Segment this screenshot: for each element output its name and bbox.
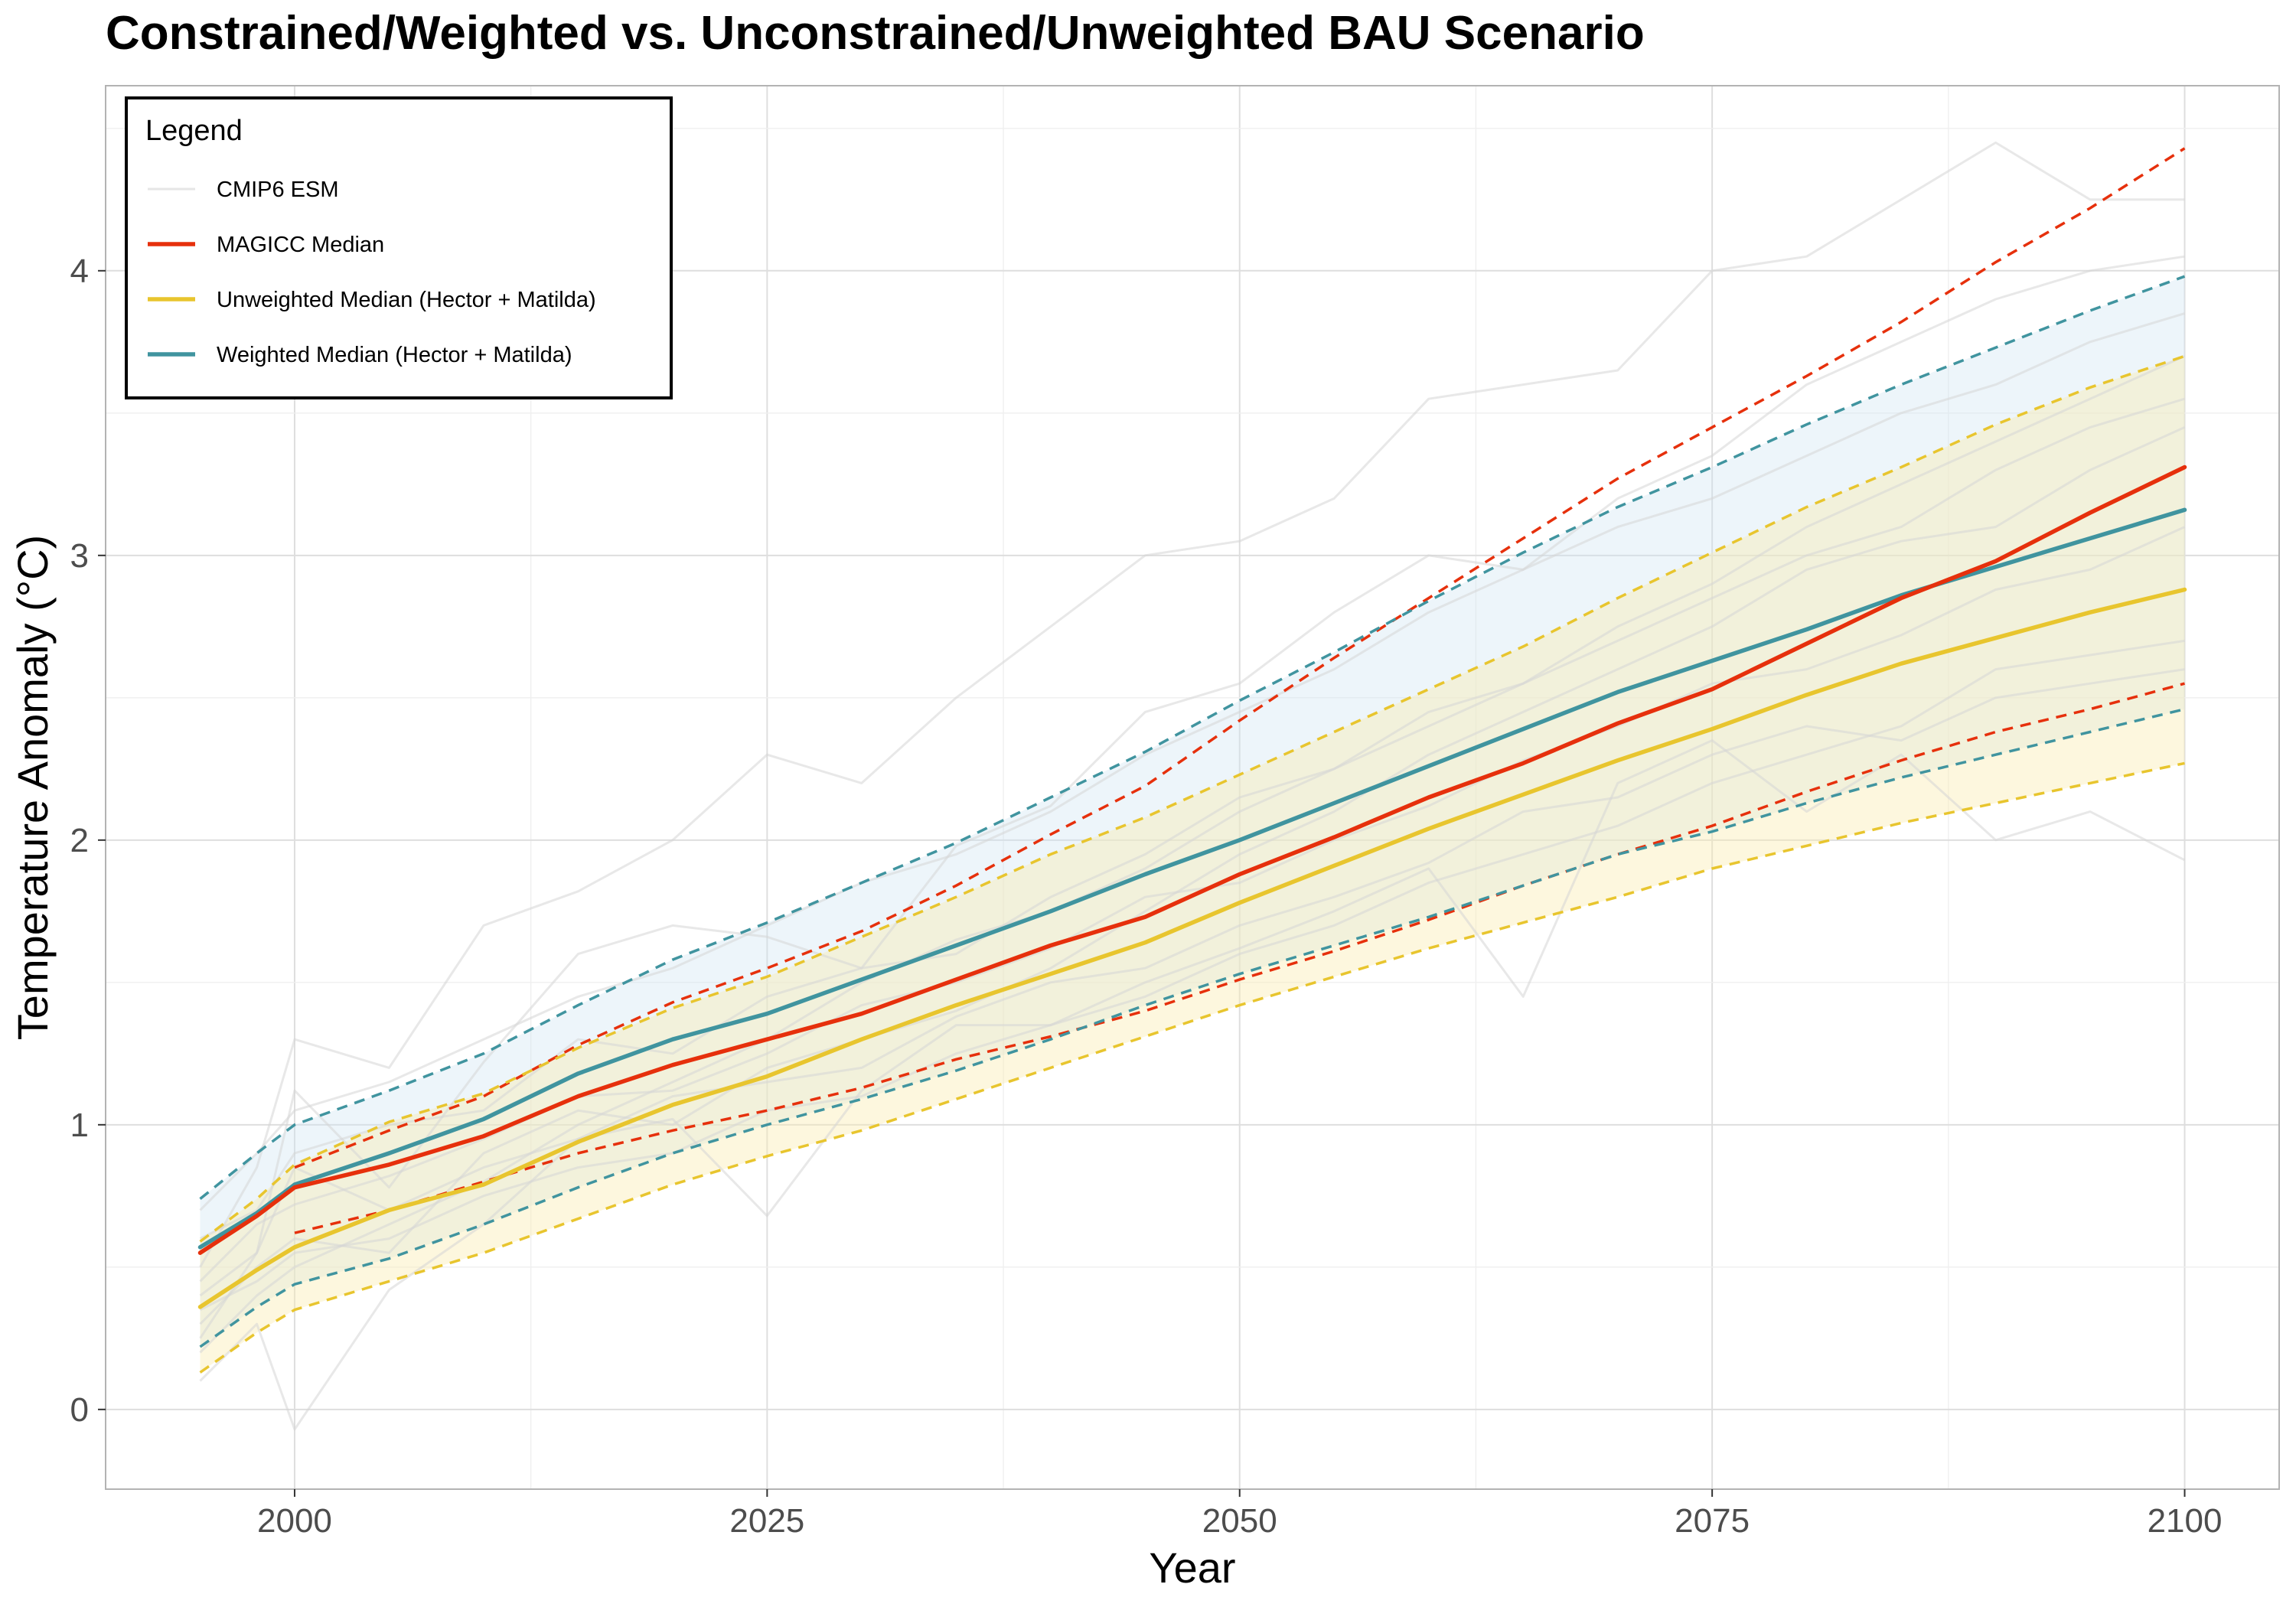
legend-label: MAGICC Median: [217, 233, 384, 257]
y-tick-label: 2: [70, 822, 89, 859]
magicc-median-line: [197, 464, 2187, 1255]
y-tick-label: 3: [70, 537, 89, 575]
ribbon-weighted: [200, 276, 2185, 1348]
legend-title: Legend: [145, 115, 243, 147]
weighted-upper-bound: [199, 275, 2186, 1200]
y-tick-label: 1: [70, 1107, 89, 1144]
y-tick-label: 4: [70, 253, 89, 290]
esm-line: [199, 255, 2185, 1339]
band-layer: [200, 276, 2185, 1373]
unweighted-lower-bound: [199, 761, 2185, 1374]
magicc-upper-bound: [294, 147, 2186, 1169]
bound-lines: [199, 147, 2186, 1374]
y-tick-label: 0: [70, 1391, 89, 1429]
x-tick-label: 2075: [1675, 1502, 1750, 1540]
esm-lines: [199, 141, 2186, 1431]
y-axis-title: Temperature Anomaly (°C): [8, 535, 57, 1040]
legend-entries: CMIP6 ESM MAGICC Median Unweighted Median …: [148, 178, 596, 367]
chart-title: Constrained/Weighted vs. Unconstrained/U…: [106, 7, 1645, 60]
esm-line: [199, 668, 2185, 1297]
esm-line: [199, 355, 2186, 1240]
esm-line: [199, 141, 2185, 1268]
legend-label: Unweighted Median (Hector + Matilda): [217, 288, 596, 312]
legend-label: Weighted Median (Hector + Matilda): [217, 343, 572, 367]
esm-line: [199, 312, 2185, 1211]
legend-box: [125, 96, 673, 399]
x-tick-label: 2000: [257, 1502, 332, 1540]
esm-line: [199, 526, 2186, 1283]
magicc-lower-bound: [294, 682, 2185, 1234]
weighted-median-line: [197, 507, 2187, 1250]
plot-frame: [105, 85, 2280, 1490]
esm-line: [199, 739, 2186, 1431]
legend-label: CMIP6 ESM: [217, 178, 339, 202]
legend: Legend CMIP6 ESM MAGICC Median Unweighted …: [125, 96, 673, 399]
unweighted-upper-bound: [199, 354, 2186, 1243]
tick-labels: 2000 2025 2050 2075 2100 0 1 2 3 4: [70, 253, 2223, 1540]
esm-line: [199, 426, 2186, 1325]
unweighted-median-line: [197, 587, 2187, 1309]
esm-line: [199, 639, 2185, 1311]
median-lines: [197, 464, 2187, 1309]
x-tick-label: 2100: [2148, 1502, 2223, 1540]
x-tick-label: 2050: [1202, 1502, 1277, 1540]
x-axis-title: Year: [1149, 1543, 1235, 1592]
esm-line: [199, 397, 2185, 1354]
x-tick-label: 2025: [729, 1502, 804, 1540]
weighted-lower-bound: [199, 707, 2185, 1348]
ribbon-unweighted: [200, 356, 2185, 1373]
